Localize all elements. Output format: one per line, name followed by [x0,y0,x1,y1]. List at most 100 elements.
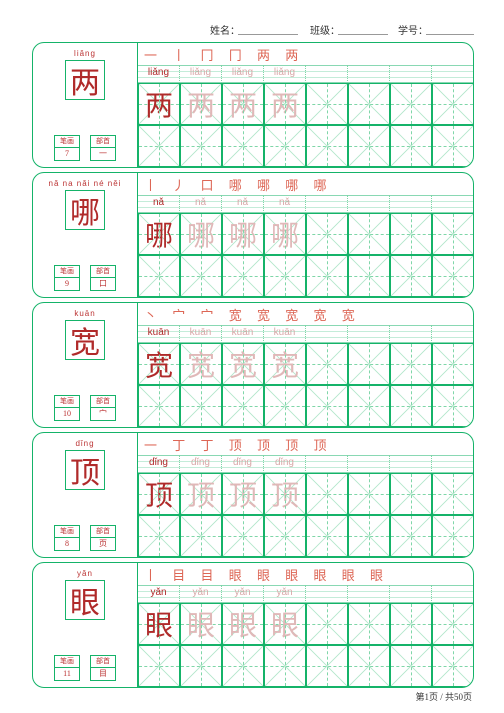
radical-box: 部首目 [90,655,116,681]
stroke-count-box: 笔画10 [54,395,80,421]
practice-cell [348,125,390,167]
practice-cell: 顶 [180,473,222,515]
practice-cell [180,125,222,167]
practice-cell [222,515,264,557]
pinyin-cell [390,325,432,343]
practice-cell [390,473,432,515]
character-row: kuān 宽 笔画10 部首宀 丶 宀 宀 宽 宽 宽 宽 宽kuānkuānk… [32,302,474,428]
radical-box: 部首口 [90,265,116,291]
pinyin-heading: yǎn [33,569,137,578]
stroke-count-box: 笔画7 [54,135,80,161]
pinyin-cell [348,455,390,473]
pinyin-cell: kuān [222,325,264,343]
practice-cell [432,343,474,385]
pinyin-row: dǐngdǐngdǐngdǐng [138,455,473,473]
practice-cell: 顶 [264,473,306,515]
stroke-sequence: 一 丨 冂 冂 两 两 [138,45,473,63]
practice-cell [138,645,180,687]
practice-cell: 宽 [138,343,180,385]
practice-cell [180,255,222,297]
character-box: 顶 [65,450,105,490]
stroke-sequence: 一 丁 丁 顶 顶 顶 顶 [138,435,473,453]
practice-cell [306,515,348,557]
practice-cell [348,473,390,515]
practice-char: 顶 [223,474,263,514]
stroke-count-box: 笔画11 [54,655,80,681]
class-label: 班级： [310,22,340,37]
pinyin-heading: dǐng [33,439,137,448]
practice-cell [222,255,264,297]
character-box: 眼 [65,580,105,620]
character-row: nǎ na nǎi né něi 哪 笔画9 部首口 丨 丿 口 哪 哪 哪 哪… [32,172,474,298]
pinyin-cell [390,455,432,473]
practice-char: 眼 [139,604,179,644]
main-character: 宽 [70,318,100,362]
pinyin-cell [348,325,390,343]
practice-cell: 哪 [264,213,306,255]
character-row: dǐng 顶 笔画8 部首页 一 丁 丁 顶 顶 顶 顶dǐngdǐngdǐng… [32,432,474,558]
practice-cell [348,255,390,297]
practice-row: 眼眼眼眼 [138,603,473,645]
practice-cell [306,83,348,125]
pinyin-cell [306,325,348,343]
practice-cell: 眼 [180,603,222,645]
practice-char: 顶 [265,474,305,514]
main-character: 两 [70,58,100,102]
practice-cell [390,385,432,427]
practice-cell [306,213,348,255]
practice-row: 顶顶顶顶 [138,473,473,515]
practice-cell [348,83,390,125]
practice-cell [390,515,432,557]
pinyin-cell: kuān [264,325,306,343]
practice-cell [138,385,180,427]
practice-char: 两 [223,84,263,124]
practice-cell [264,515,306,557]
practice-char: 两 [139,84,179,124]
practice-cell: 眼 [264,603,306,645]
pinyin-cell [306,195,348,213]
pinyin-cell: kuān [138,325,180,343]
stroke-count-box: 笔画9 [54,265,80,291]
character-box: 两 [65,60,105,100]
practice-cell [180,645,222,687]
practice-cell [432,83,474,125]
practice-cell [264,645,306,687]
practice-cell [222,125,264,167]
pinyin-heading: kuān [33,309,137,318]
radical-box: 部首页 [90,525,116,551]
practice-cell [306,343,348,385]
pinyin-cell [348,65,390,83]
main-character: 顶 [70,448,100,492]
pinyin-cell: dǐng [222,455,264,473]
practice-cell [306,645,348,687]
practice-cell [264,255,306,297]
pinyin-cell [390,65,432,83]
page-total: 共50页 [445,692,472,702]
practice-cell [390,213,432,255]
practice-cell [180,385,222,427]
practice-cell [138,255,180,297]
practice-cell: 哪 [180,213,222,255]
practice-cell [264,125,306,167]
pinyin-cell: yǎn [264,585,306,603]
stroke-sequence: 丨 丿 口 哪 哪 哪 哪 [138,175,473,193]
practice-cell [432,473,474,515]
name-label: 姓名： [210,22,240,37]
practice-cell [432,125,474,167]
practice-cell [348,343,390,385]
radical-box: 部首宀 [90,395,116,421]
practice-cell [222,385,264,427]
practice-char: 两 [265,84,305,124]
practice-char: 宽 [181,344,221,384]
practice-cell [180,515,222,557]
practice-row [138,385,473,427]
practice-cell [390,125,432,167]
pinyin-cell: dǐng [180,455,222,473]
practice-char: 眼 [181,604,221,644]
practice-row [138,515,473,557]
pinyin-heading: liǎng [33,49,137,58]
practice-cell [390,603,432,645]
practice-cell: 哪 [138,213,180,255]
practice-char: 宽 [139,344,179,384]
practice-row [138,255,473,297]
